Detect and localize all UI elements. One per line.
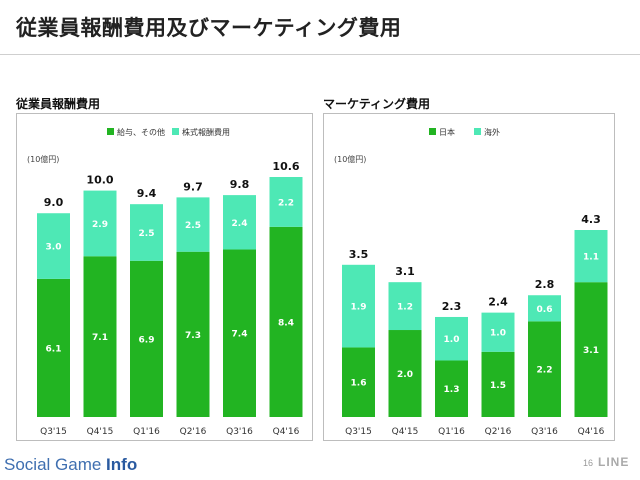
bar-segment-japan — [342, 347, 375, 417]
bar-segment-stock-comp — [269, 177, 303, 227]
total-label: 9.8 — [230, 178, 250, 191]
x-tick-label: Q4'16 — [273, 427, 300, 437]
data-label: 7.4 — [232, 330, 248, 340]
total-label: 2.8 — [535, 278, 555, 291]
total-label: 3.5 — [349, 248, 369, 261]
chart-1-title: 従業員報酬費用 — [16, 97, 101, 111]
bar-segment-salary — [37, 278, 70, 417]
data-label: 1.3 — [444, 385, 460, 395]
chart-2-title: マーケティング費用 — [323, 97, 431, 111]
data-label: 2.5 — [185, 221, 201, 231]
unit-label: (10億円) — [334, 154, 366, 164]
x-tick-label: Q3'15 — [40, 427, 67, 437]
data-label: 7.1 — [92, 333, 108, 343]
legend-label: 日本 — [439, 127, 455, 137]
footer-brand-main: Social Game — [4, 455, 107, 474]
x-tick-label: Q3'16 — [531, 427, 558, 437]
x-tick-label: Q3'16 — [226, 427, 253, 437]
bar-segment-salary — [130, 260, 163, 417]
data-label: 1.1 — [583, 253, 599, 263]
x-tick-label: Q4'15 — [87, 427, 114, 437]
data-label: 6.9 — [139, 335, 155, 345]
data-label: 2.2 — [537, 366, 553, 376]
bar-segment-overseas — [528, 295, 561, 322]
chart-panel-marketing: 日本 海外 (10億円) 1.6 1.9 3.5 Q3'15 2.0 1.2 3.1 Q4'15 1.… — [323, 113, 615, 441]
bar-segment-stock-comp — [83, 190, 117, 257]
x-tick-label: Q1'16 — [133, 427, 160, 437]
data-label: 3.1 — [583, 346, 599, 356]
x-tick-label: Q3'15 — [345, 427, 372, 437]
total-label: 9.7 — [183, 180, 203, 193]
bar-segment-overseas — [388, 282, 422, 331]
total-label: 10.0 — [86, 174, 113, 187]
data-label: 1.0 — [490, 329, 506, 339]
bar-segment-overseas — [574, 230, 608, 283]
title-divider — [0, 54, 640, 55]
bar-segment-overseas — [342, 264, 375, 348]
total-label: 2.4 — [488, 296, 508, 309]
bar-segment-japan — [528, 321, 561, 417]
data-label: 1.6 — [351, 379, 367, 389]
total-label: 9.4 — [137, 187, 157, 200]
data-label: 3.0 — [46, 243, 62, 253]
page-number: 16 — [583, 458, 594, 468]
data-label: 0.6 — [537, 305, 553, 315]
legend-swatch — [429, 128, 436, 135]
total-label: 2.3 — [442, 300, 462, 313]
legend-swatch — [474, 128, 481, 135]
page-title: 従業員報酬費用及びマーケティング費用 — [16, 16, 402, 40]
total-label: 3.1 — [395, 265, 415, 278]
bar-segment-overseas — [481, 312, 515, 352]
x-tick-label: Q1'16 — [438, 427, 465, 437]
data-label: 1.2 — [397, 303, 413, 313]
data-label: 1.5 — [490, 381, 506, 391]
bar-segment-stock-comp — [223, 195, 256, 250]
data-label: 1.9 — [351, 303, 367, 313]
legend-swatch — [172, 128, 179, 135]
data-label: 6.1 — [46, 344, 62, 354]
bar-segment-salary — [176, 251, 210, 417]
unit-label: (10億円) — [27, 154, 59, 164]
bar-segment-salary — [223, 249, 256, 417]
data-label: 7.3 — [185, 331, 201, 341]
bar-segment-stock-comp — [130, 204, 163, 261]
data-label: 2.4 — [232, 219, 248, 229]
bar-segment-japan — [481, 351, 515, 417]
bar-segment-japan — [435, 360, 468, 417]
line-logo: LINE — [598, 455, 630, 469]
total-label: 9.0 — [44, 196, 64, 209]
bar-segment-japan — [574, 282, 608, 417]
footer-brand: Social Game Info — [4, 455, 137, 475]
chart-marketing: 日本 海外 (10億円) 1.6 1.9 3.5 Q3'15 2.0 1.2 3.1 Q4'15 1.… — [334, 127, 608, 437]
legend-label: 海外 — [484, 127, 500, 137]
bar-segment-overseas — [435, 316, 468, 361]
legend-swatch — [107, 128, 114, 135]
bar-segment-stock-comp — [176, 197, 210, 252]
data-label: 1.0 — [444, 335, 460, 345]
footer-brand-bold: Info — [106, 455, 138, 474]
data-label: 2.9 — [92, 220, 108, 230]
total-label: 10.6 — [272, 160, 299, 173]
chart-employee-compensation: 給与、その他 株式報酬費用 (10億円) 6.1 3.0 9.0 Q3'15 7.1 2.9 10… — [27, 127, 303, 437]
legend-label: 給与、その他 — [117, 127, 165, 137]
x-tick-label: Q4'15 — [392, 427, 419, 437]
data-label: 2.2 — [278, 198, 294, 208]
data-label: 2.5 — [139, 229, 155, 239]
data-label: 2.0 — [397, 370, 413, 380]
bar-segment-salary — [269, 226, 303, 417]
bar-segment-stock-comp — [37, 213, 70, 279]
legend-label: 株式報酬費用 — [182, 127, 230, 137]
x-tick-label: Q4'16 — [578, 427, 605, 437]
total-label: 4.3 — [581, 213, 601, 226]
bar-segment-salary — [83, 256, 117, 417]
chart-panel-employee-compensation: 給与、その他 株式報酬費用 (10億円) 6.1 3.0 9.0 Q3'15 7.1 2.9 10… — [16, 113, 313, 441]
x-tick-label: Q2'16 — [180, 427, 207, 437]
data-label: 8.4 — [278, 318, 294, 328]
bar-segment-japan — [388, 330, 422, 417]
x-tick-label: Q2'16 — [485, 427, 512, 437]
